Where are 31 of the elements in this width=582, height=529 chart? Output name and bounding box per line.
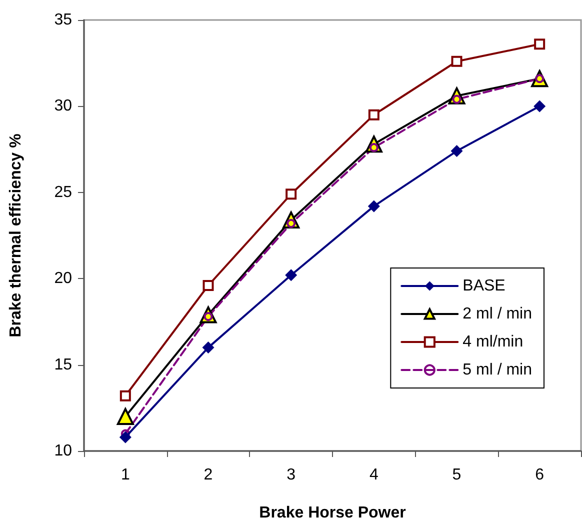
y-tick-label: 10: [54, 442, 72, 460]
point: [534, 100, 546, 112]
point: [534, 38, 546, 50]
point: [119, 431, 132, 444]
point: [286, 188, 297, 200]
point: [285, 269, 298, 282]
legend-label: 4 ml/min: [462, 334, 524, 350]
y-tick-label: 30: [54, 98, 72, 115]
x-tick-label: 2: [204, 466, 213, 484]
point: [450, 145, 463, 158]
y-tick-label: 35: [54, 12, 72, 28]
x-tick-label: 5: [452, 466, 462, 484]
point: [451, 56, 462, 67]
point: [202, 280, 214, 291]
x-tick-label: 1: [120, 466, 130, 484]
point: [120, 390, 131, 402]
point: [202, 342, 214, 354]
point: [368, 200, 380, 212]
y-tick-label: 15: [54, 356, 72, 374]
y-tick-label: 20: [54, 270, 72, 288]
x-axis-title: Brake Horse Power: [259, 504, 406, 522]
point: [368, 109, 380, 120]
legend-label: BASE: [462, 278, 506, 294]
x-tick-label: 4: [369, 466, 378, 484]
legend-label: 2 ml / min: [462, 306, 532, 322]
y-tick-label: 25: [54, 184, 72, 201]
legend-label: 5 ml / min: [462, 362, 532, 378]
x-tick-label: 6: [535, 466, 544, 484]
x-tick-label: 3: [286, 466, 296, 484]
y-axis-title: Brake thermal efficiency %: [8, 134, 24, 338]
point: [116, 408, 134, 426]
